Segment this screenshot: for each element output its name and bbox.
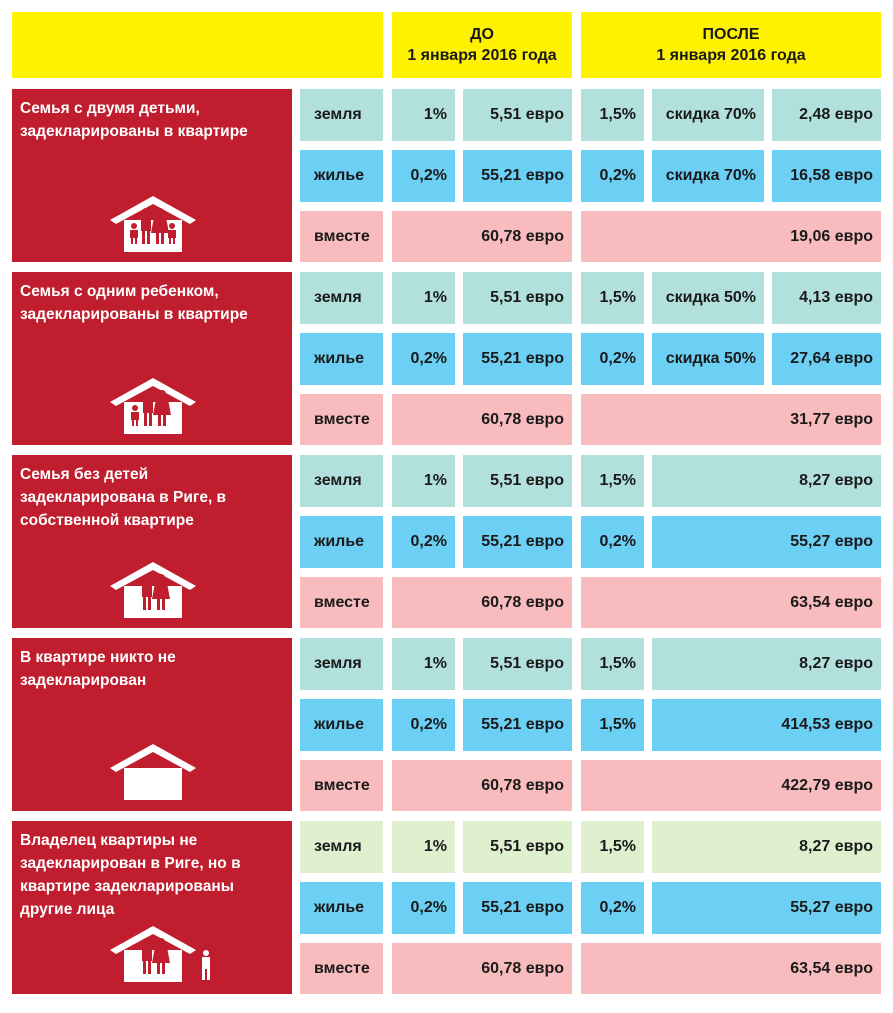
land-rate-before: 1% (392, 272, 455, 324)
header-before-title: ДО (470, 26, 494, 43)
land-rate-before: 1% (392, 89, 455, 141)
label-housing: жилье (300, 882, 383, 934)
land-rate-after: 1,5% (581, 821, 644, 873)
label-total: вместе (300, 394, 383, 445)
label-housing: жилье (300, 516, 383, 568)
land-amount-after: 8,27 евро (652, 455, 881, 507)
total-before: 60,78 евро (392, 394, 572, 445)
housing-discount: скидка 50% (652, 333, 764, 385)
total-before: 60,78 евро (392, 943, 572, 994)
header-after: ПОСЛЕ 1 января 2016 года (581, 12, 881, 78)
label-total: вместе (300, 760, 383, 811)
total-before: 60,78 евро (392, 577, 572, 628)
land-amount-before: 5,51 евро (463, 89, 572, 141)
land-discount: скидка 50% (652, 272, 764, 324)
label-land: земля (300, 89, 383, 141)
header-blank (12, 12, 383, 78)
total-after: 63,54 евро (581, 577, 881, 628)
housing-amount-before: 55,21 евро (463, 150, 572, 202)
total-after: 63,54 евро (581, 943, 881, 994)
housing-amount-after: 16,58 евро (772, 150, 881, 202)
housing-rate-before: 0,2% (392, 699, 455, 751)
total-before: 60,78 евро (392, 211, 572, 262)
land-discount: скидка 70% (652, 89, 764, 141)
housing-amount-before: 55,21 евро (463, 333, 572, 385)
house-family-two-children-icon (110, 196, 196, 252)
land-amount-before: 5,51 евро (463, 638, 572, 690)
housing-rate-after: 1,5% (581, 699, 644, 751)
housing-rate-after: 0,2% (581, 150, 644, 202)
label-total: вместе (300, 577, 383, 628)
label-land: земля (300, 272, 383, 324)
housing-amount-after: 414,53 евро (652, 699, 881, 751)
housing-rate-before: 0,2% (392, 333, 455, 385)
group-title: Владелец квартиры не задекларирован в Ри… (12, 821, 292, 994)
label-total: вместе (300, 211, 383, 262)
label-land: земля (300, 638, 383, 690)
house-couple-with-person-outside-icon (110, 926, 210, 982)
land-rate-after: 1,5% (581, 89, 644, 141)
land-amount-after: 2,48 евро (772, 89, 881, 141)
housing-amount-before: 55,21 евро (463, 516, 572, 568)
house-couple-icon (110, 562, 196, 618)
label-housing: жилье (300, 333, 383, 385)
total-after: 31,77 евро (581, 394, 881, 445)
land-amount-after: 8,27 евро (652, 821, 881, 873)
land-rate-before: 1% (392, 455, 455, 507)
header-before-date: 1 января 2016 года (407, 47, 557, 64)
house-family-one-child-icon (110, 378, 196, 434)
housing-amount-before: 55,21 евро (463, 882, 572, 934)
housing-rate-before: 0,2% (392, 516, 455, 568)
housing-amount-after: 55,27 евро (652, 882, 881, 934)
total-before: 60,78 евро (392, 760, 572, 811)
housing-rate-before: 0,2% (392, 882, 455, 934)
land-amount-before: 5,51 евро (463, 455, 572, 507)
land-amount-before: 5,51 евро (463, 272, 572, 324)
land-amount-after: 4,13 евро (772, 272, 881, 324)
housing-amount-before: 55,21 евро (463, 699, 572, 751)
housing-rate-after: 0,2% (581, 333, 644, 385)
header-after-title: ПОСЛЕ (702, 26, 760, 43)
housing-amount-after: 55,27 евро (652, 516, 881, 568)
land-rate-after: 1,5% (581, 455, 644, 507)
land-amount-after: 8,27 евро (652, 638, 881, 690)
land-rate-after: 1,5% (581, 638, 644, 690)
land-amount-before: 5,51 евро (463, 821, 572, 873)
label-housing: жилье (300, 150, 383, 202)
housing-discount: скидка 70% (652, 150, 764, 202)
housing-rate-after: 0,2% (581, 516, 644, 568)
total-after: 422,79 евро (581, 760, 881, 811)
housing-rate-before: 0,2% (392, 150, 455, 202)
empty-house-icon (110, 744, 196, 800)
label-housing: жилье (300, 699, 383, 751)
land-rate-before: 1% (392, 821, 455, 873)
housing-amount-after: 27,64 евро (772, 333, 881, 385)
total-after: 19,06 евро (581, 211, 881, 262)
header-before: ДО 1 января 2016 года (392, 12, 572, 78)
label-land: земля (300, 821, 383, 873)
land-rate-before: 1% (392, 638, 455, 690)
housing-rate-after: 0,2% (581, 882, 644, 934)
land-rate-after: 1,5% (581, 272, 644, 324)
header-after-date: 1 января 2016 года (656, 47, 806, 64)
label-total: вместе (300, 943, 383, 994)
label-land: земля (300, 455, 383, 507)
